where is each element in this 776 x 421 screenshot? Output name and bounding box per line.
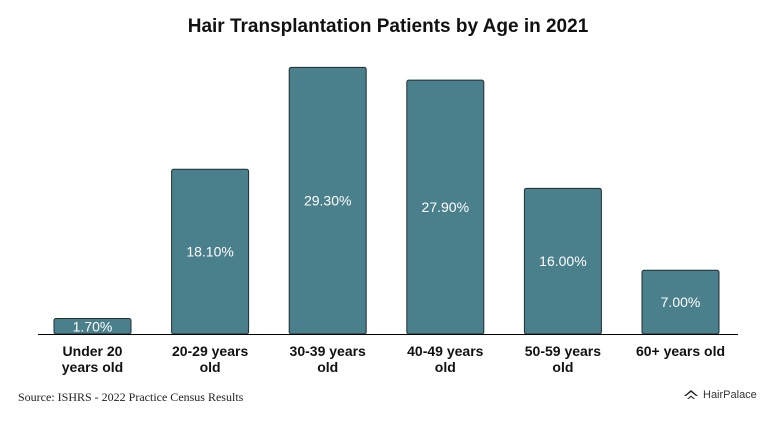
data-label-5: 7.00% [661,294,701,310]
x-tick-label-1-line-1: old [200,359,221,375]
x-tick-label-3-line-1: old [435,359,456,375]
data-label-1: 18.10% [186,244,233,260]
data-label-0: 1.70% [73,318,113,334]
x-tick-label-0-line-1: years old [62,359,123,375]
source-note: Source: ISHRS - 2022 Practice Census Res… [18,390,244,404]
x-tick-label-4-line-1: old [552,359,573,375]
x-tick-label-2-line-1: old [317,359,338,375]
roof-icon [684,390,698,399]
data-label-2: 29.30% [304,193,351,209]
chart-title: Hair Transplantation Patients by Age in … [187,16,589,37]
x-tick-label-1-line-0: 20-29 years [172,343,249,359]
brand-logo: HairPalace [683,388,757,401]
data-label-4: 16.00% [539,253,586,269]
brand-name: HairPalace [703,388,757,401]
x-tick-label-2-line-0: 30-39 years [290,343,367,359]
x-tick-label-5-line-0: 60+ years old [636,343,725,359]
x-tick-label-0-line-0: Under 20 [63,343,123,359]
data-label-3: 27.90% [422,199,469,215]
x-tick-label-3-line-0: 40-49 years [407,343,484,359]
bars-group: 1.70% 18.10% 29.30% 27.90% 16.00% 7.00% [53,66,720,335]
x-tick-label-4-line-0: 50-59 years [525,343,602,359]
